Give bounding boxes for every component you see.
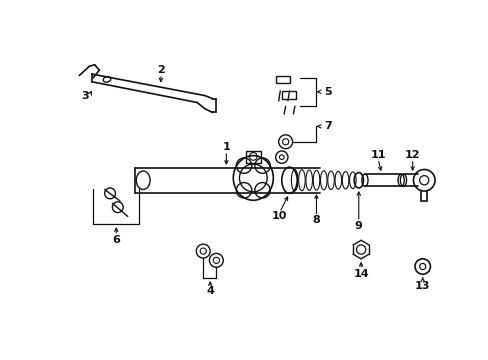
Text: 1: 1 <box>222 142 230 152</box>
Bar <box>245 151 261 163</box>
Text: 5: 5 <box>324 87 331 97</box>
Text: 8: 8 <box>312 215 320 225</box>
Bar <box>276 76 290 83</box>
Text: 3: 3 <box>81 91 89 100</box>
Text: 10: 10 <box>271 211 286 221</box>
Bar <box>281 91 295 99</box>
Text: 6: 6 <box>112 235 120 244</box>
Text: 9: 9 <box>354 221 362 231</box>
Text: 11: 11 <box>369 150 385 160</box>
Text: 7: 7 <box>324 121 331 131</box>
Text: 12: 12 <box>404 150 420 160</box>
Text: 13: 13 <box>414 281 429 291</box>
Text: 14: 14 <box>352 269 368 279</box>
Text: 2: 2 <box>157 65 164 75</box>
Text: 4: 4 <box>206 286 214 296</box>
